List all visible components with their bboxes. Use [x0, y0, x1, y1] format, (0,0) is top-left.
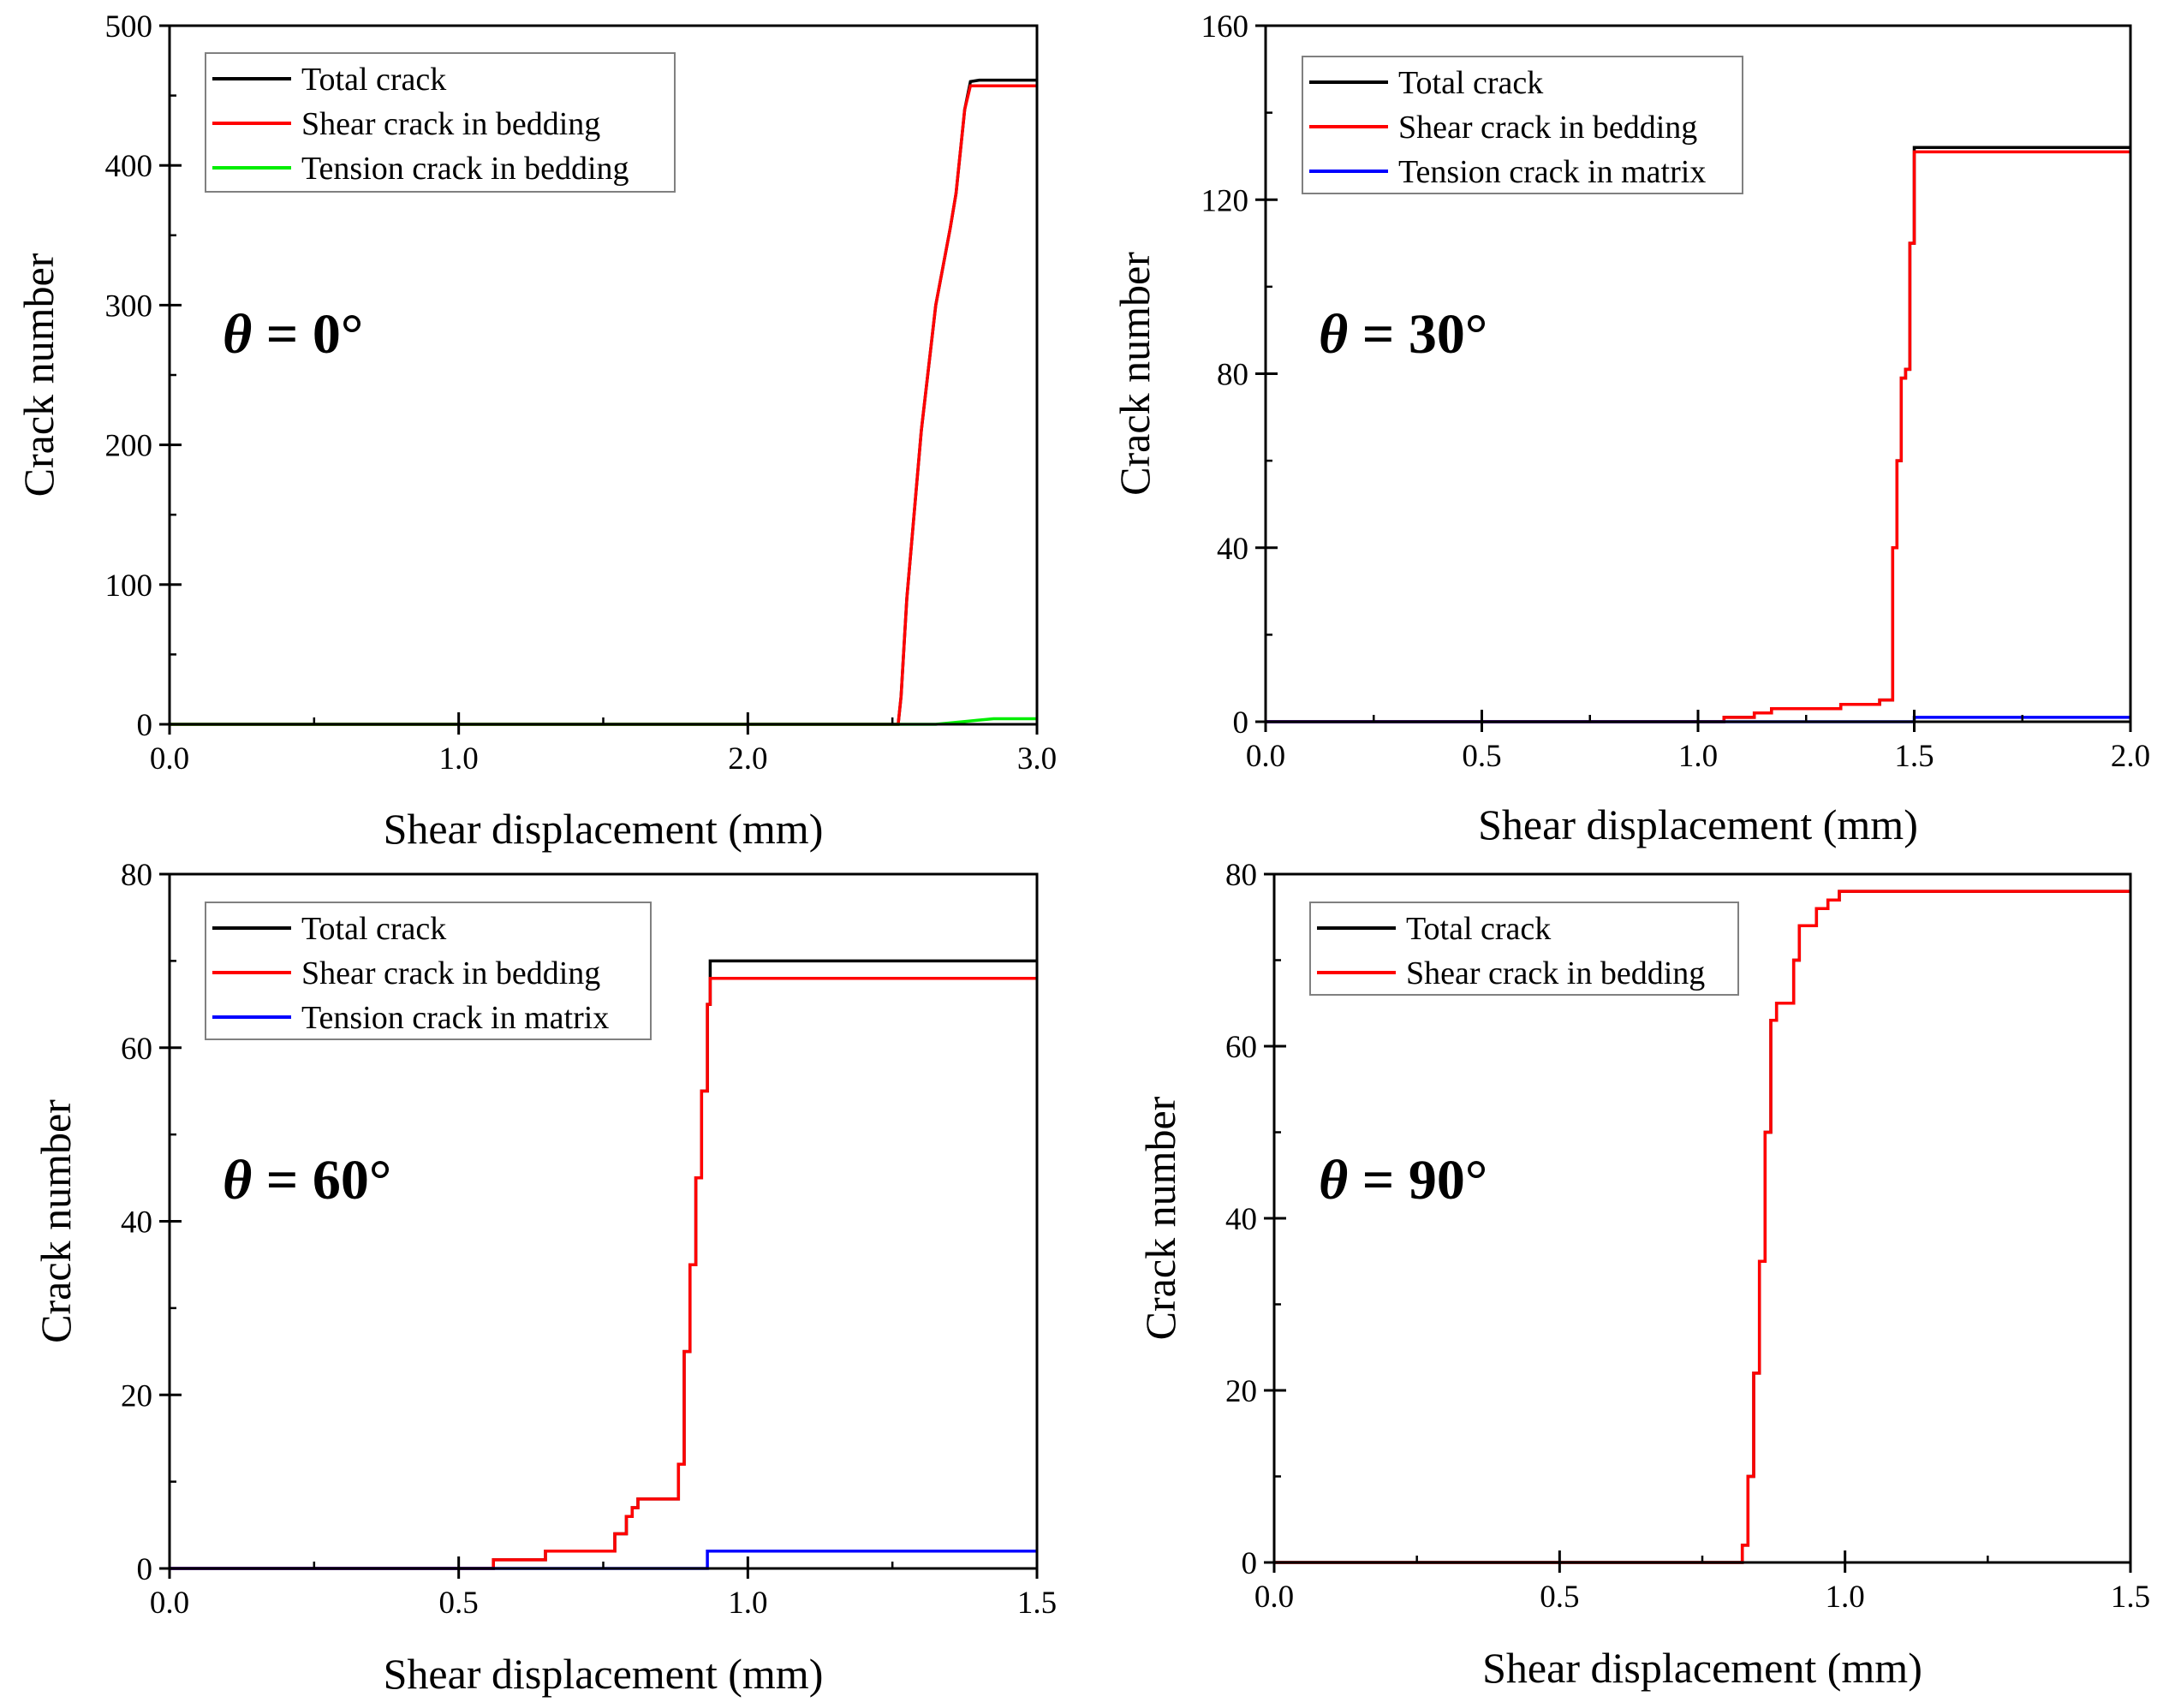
chart-panel-3: 0.0 0.5 1.0 1.5 0 20 40 60 80 Shear displacement … [32, 858, 1057, 1698]
series-line-2 [1266, 150, 2130, 723]
x-tick-label: 2.0 [2111, 739, 2150, 774]
x-tick-label: 1.0 [1678, 739, 1718, 774]
y-tick-label: 120 [1201, 183, 1249, 218]
legend-box [1309, 902, 1739, 996]
legend: Total crack Shear crack in bedding [1309, 902, 1739, 996]
theta-symbol: θ [223, 303, 252, 366]
y-tick-label: 0 [1242, 1546, 1258, 1581]
y-tick-label: 300 [105, 289, 153, 324]
theta-annotation: θ = 60° [223, 1149, 391, 1211]
legend-label-2: Shear crack in bedding [1398, 110, 1697, 146]
x-axis-title: Shear displacement (mm) [1482, 1644, 1922, 1692]
x-tick-label: 1.5 [1894, 739, 1934, 774]
y-tick-label: 400 [105, 149, 153, 184]
theta-symbol: θ [1319, 1149, 1348, 1211]
theta-annotation: θ = 90° [1319, 1149, 1487, 1211]
y-axis-title: Crack number [1111, 252, 1159, 496]
y-tick-label: 60 [1225, 1030, 1257, 1065]
legend-label-2: Shear crack in bedding [301, 106, 600, 142]
legend-label-3: Tension crack in matrix [301, 1000, 609, 1036]
theta-symbol: θ [1319, 303, 1348, 366]
chart-panel-4: 0.0 0.5 1.0 1.5 0 20 40 60 80 Shear displacement … [1136, 858, 2150, 1692]
y-tick-label: 200 [105, 429, 153, 464]
legend: Total crack Shear crack in bedding Tension… [205, 902, 652, 1040]
theta-annotation: θ = 0° [223, 303, 363, 366]
legend-label-1: Total crack [1398, 65, 1543, 101]
y-tick-label: 0 [1233, 705, 1249, 741]
series-group [1274, 890, 2130, 1564]
y-tick-label: 40 [1217, 532, 1248, 567]
y-tick-label: 40 [1225, 1202, 1257, 1237]
x-tick-label: 3.0 [1017, 741, 1057, 777]
theta-annotation: θ = 30° [1319, 303, 1487, 366]
y-axis-title: Crack number [15, 253, 63, 497]
y-axis-title: Crack number [1136, 1096, 1184, 1340]
x-tick-label: 1.5 [1017, 1586, 1057, 1621]
x-tick-label: 0.0 [1246, 739, 1285, 774]
y-tick-label: 80 [121, 858, 152, 893]
x-tick-label: 0.5 [1462, 739, 1501, 774]
legend-label-1: Total crack [1406, 911, 1551, 947]
legend: Total crack Shear crack in bedding Tension… [205, 52, 676, 193]
x-tick-label: 1.5 [2111, 1580, 2150, 1615]
x-tick-label: 1.0 [1826, 1580, 1865, 1615]
theta-value: = 30° [1348, 303, 1487, 366]
theta-symbol: θ [223, 1149, 252, 1211]
x-tick-label: 0.0 [150, 1586, 189, 1621]
y-tick-label: 20 [1225, 1374, 1257, 1409]
series-line-2 [1274, 890, 2130, 1564]
x-tick-label: 0.0 [150, 741, 189, 777]
legend-label-2: Shear crack in bedding [1406, 955, 1705, 991]
x-axis-title: Shear displacement (mm) [384, 805, 824, 853]
x-tick-label: 1.0 [439, 741, 479, 777]
y-tick-label: 500 [105, 9, 153, 45]
y-tick-label: 40 [121, 1205, 152, 1241]
series-line-2 [170, 976, 1037, 1570]
series-group [170, 959, 1037, 1570]
y-tick-label: 60 [121, 1032, 152, 1067]
legend-label-3: Tension crack in matrix [1398, 154, 1706, 190]
x-tick-label: 0.0 [1254, 1580, 1294, 1615]
legend-label-2: Shear crack in bedding [301, 955, 600, 991]
x-axis-title: Shear displacement (mm) [384, 1650, 824, 1698]
x-axis-title: Shear displacement (mm) [1478, 800, 1918, 848]
y-tick-label: 80 [1225, 858, 1257, 893]
y-tick-label: 160 [1201, 9, 1249, 45]
x-tick-label: 0.5 [439, 1586, 479, 1621]
series-group [1266, 146, 2130, 723]
y-tick-label: 80 [1217, 358, 1248, 393]
y-tick-label: 20 [121, 1378, 152, 1413]
theta-value: = 90° [1348, 1149, 1487, 1211]
series-line-2 [170, 84, 1037, 726]
legend-label-1: Total crack [301, 62, 446, 98]
legend-label-1: Total crack [301, 911, 446, 947]
theta-value: = 0° [252, 303, 363, 366]
y-tick-label: 0 [137, 1552, 153, 1587]
y-tick-label: 100 [105, 568, 153, 604]
chart-panel-2: 0.0 0.5 1.0 1.5 2.0 0 40 80 120 160 Shear displace… [1111, 9, 2150, 848]
x-tick-label: 2.0 [728, 741, 767, 777]
legend-label-3: Tension crack in bedding [301, 151, 629, 187]
x-tick-label: 1.0 [728, 1586, 767, 1621]
series-line-1 [1266, 146, 2130, 723]
y-tick-label: 0 [137, 708, 153, 743]
chart-panel-1: 0.0 1.0 2.0 3.0 0 100 200 300 400 500 Shear displa… [15, 9, 1057, 853]
x-tick-label: 0.5 [1540, 1580, 1579, 1615]
legend: Total crack Shear crack in bedding Tension… [1302, 56, 1743, 194]
theta-value: = 60° [252, 1149, 391, 1211]
y-axis-title: Crack number [32, 1099, 80, 1343]
series-line-1 [170, 959, 1037, 1570]
